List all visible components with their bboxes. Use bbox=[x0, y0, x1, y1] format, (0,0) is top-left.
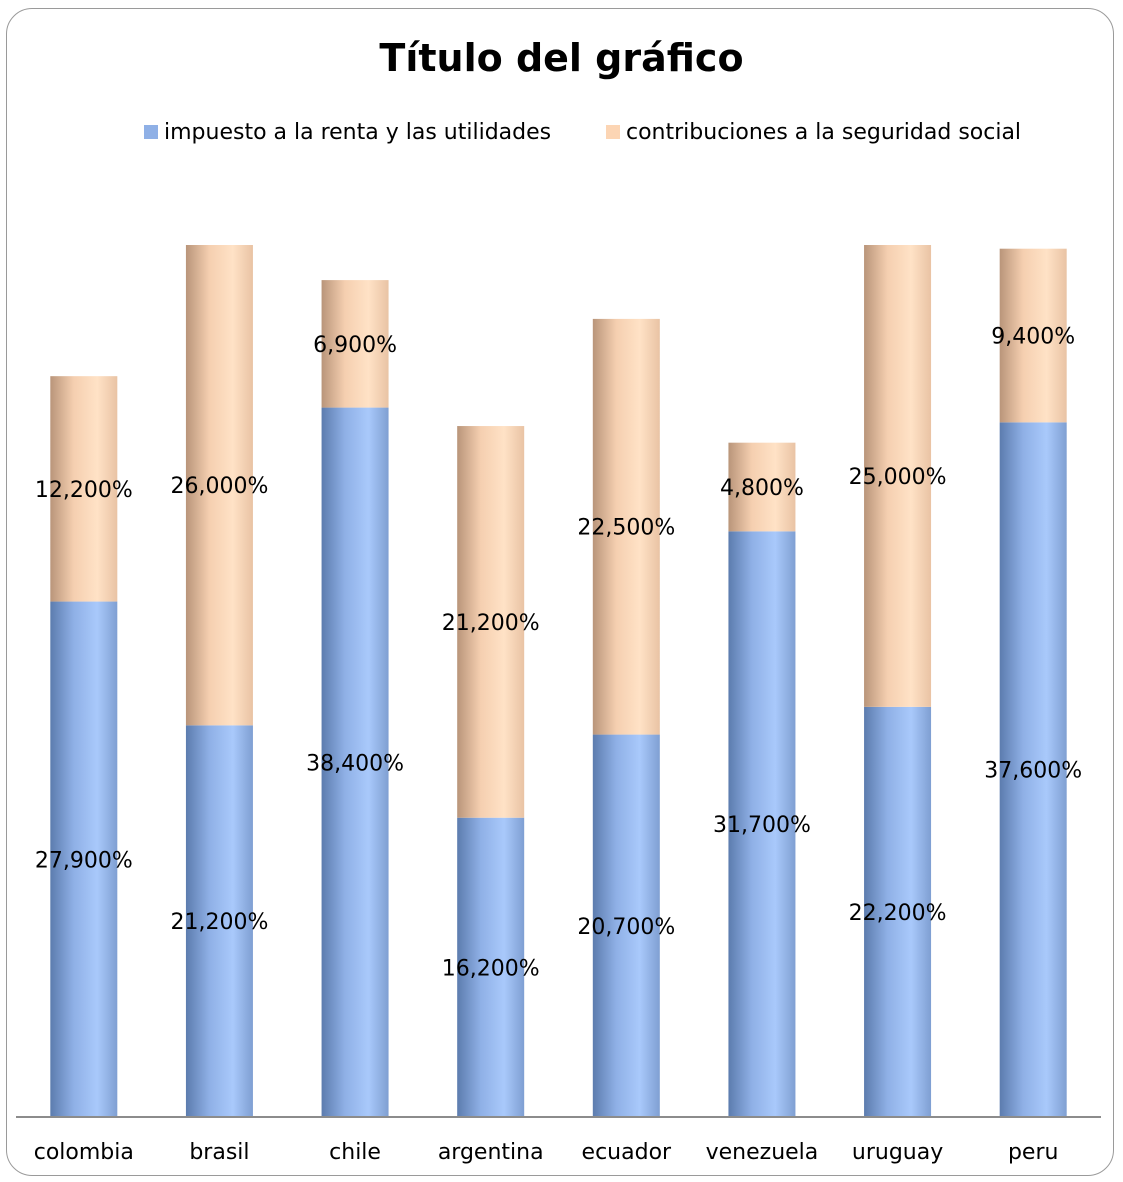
data-label-brasil-series-1: 21,200% bbox=[170, 910, 268, 935]
bar-uruguay-series-2 bbox=[864, 245, 932, 707]
legend-swatch-income-tax bbox=[144, 125, 158, 139]
x-tick-labels: colombia brasil chile argentina ecuador venez… bbox=[34, 1140, 1059, 1165]
bar-ecuador-series-2 bbox=[592, 318, 660, 735]
data-label-uruguay-series-2: 25,000% bbox=[849, 465, 947, 490]
bar-peru-series-2 bbox=[999, 248, 1067, 423]
data-label-colombia-series-1: 27,900% bbox=[35, 848, 133, 873]
data-label-argentina-series-1: 16,200% bbox=[442, 956, 540, 981]
bar-venezuela-series-2 bbox=[728, 442, 796, 532]
data-label-colombia-series-2: 12,200% bbox=[35, 478, 133, 503]
x-tick-label-ecuador: ecuador bbox=[582, 1140, 672, 1165]
data-labels-layer: 27,900% 12,200% 21,200% 26,000% 38,400% 6,900… bbox=[35, 325, 1082, 982]
legend-label-income-tax: impuesto a la renta y las utilidades bbox=[164, 119, 552, 145]
x-tick-label-brasil: brasil bbox=[189, 1140, 249, 1165]
data-label-venezuela-series-1: 31,700% bbox=[713, 813, 811, 838]
bar-chile-series-1 bbox=[321, 407, 389, 1117]
x-tick-label-argentina: argentina bbox=[438, 1140, 544, 1165]
bar-brasil-series-1 bbox=[185, 725, 253, 1117]
bar-colombia-series-2 bbox=[50, 376, 118, 602]
x-tick-label-peru: peru bbox=[1008, 1140, 1059, 1165]
data-label-peru-series-1: 37,600% bbox=[984, 759, 1082, 784]
bar-venezuela-series-1 bbox=[728, 531, 796, 1117]
bar-argentina-series-2 bbox=[457, 426, 525, 818]
data-label-uruguay-series-1: 22,200% bbox=[849, 901, 947, 926]
data-label-ecuador-series-2: 22,500% bbox=[577, 516, 675, 541]
bar-uruguay-series-1 bbox=[864, 706, 932, 1117]
chart-title: Título del gráfico bbox=[379, 36, 744, 80]
x-tick-label-venezuela: venezuela bbox=[706, 1140, 819, 1165]
x-tick-label-uruguay: uruguay bbox=[852, 1140, 943, 1165]
bar-brasil-series-2 bbox=[185, 245, 253, 726]
data-label-ecuador-series-1: 20,700% bbox=[577, 915, 675, 940]
legend-item-income-tax: impuesto a la renta y las utilidades bbox=[144, 118, 551, 146]
bars-layer bbox=[50, 245, 1067, 1117]
data-label-chile-series-2: 6,900% bbox=[313, 333, 397, 358]
legend-item-social-security: contribuciones a la seguridad social bbox=[606, 118, 1021, 146]
data-label-chile-series-1: 38,400% bbox=[306, 751, 404, 776]
bar-argentina-series-1 bbox=[457, 817, 525, 1117]
legend-label-social-security: contribuciones a la seguridad social bbox=[626, 119, 1022, 145]
data-label-venezuela-series-2: 4,800% bbox=[720, 476, 804, 501]
data-label-argentina-series-2: 21,200% bbox=[442, 611, 540, 636]
x-tick-label-chile: chile bbox=[329, 1140, 381, 1165]
bar-chile-series-2 bbox=[321, 280, 389, 408]
bar-ecuador-series-1 bbox=[592, 734, 660, 1117]
x-tick-label-colombia: colombia bbox=[34, 1140, 134, 1165]
data-label-brasil-series-2: 26,000% bbox=[170, 474, 268, 499]
bar-peru-series-1 bbox=[999, 422, 1067, 1117]
data-label-peru-series-2: 9,400% bbox=[991, 325, 1075, 350]
legend-swatch-social-security bbox=[606, 125, 620, 139]
bar-colombia-series-1 bbox=[50, 601, 118, 1117]
